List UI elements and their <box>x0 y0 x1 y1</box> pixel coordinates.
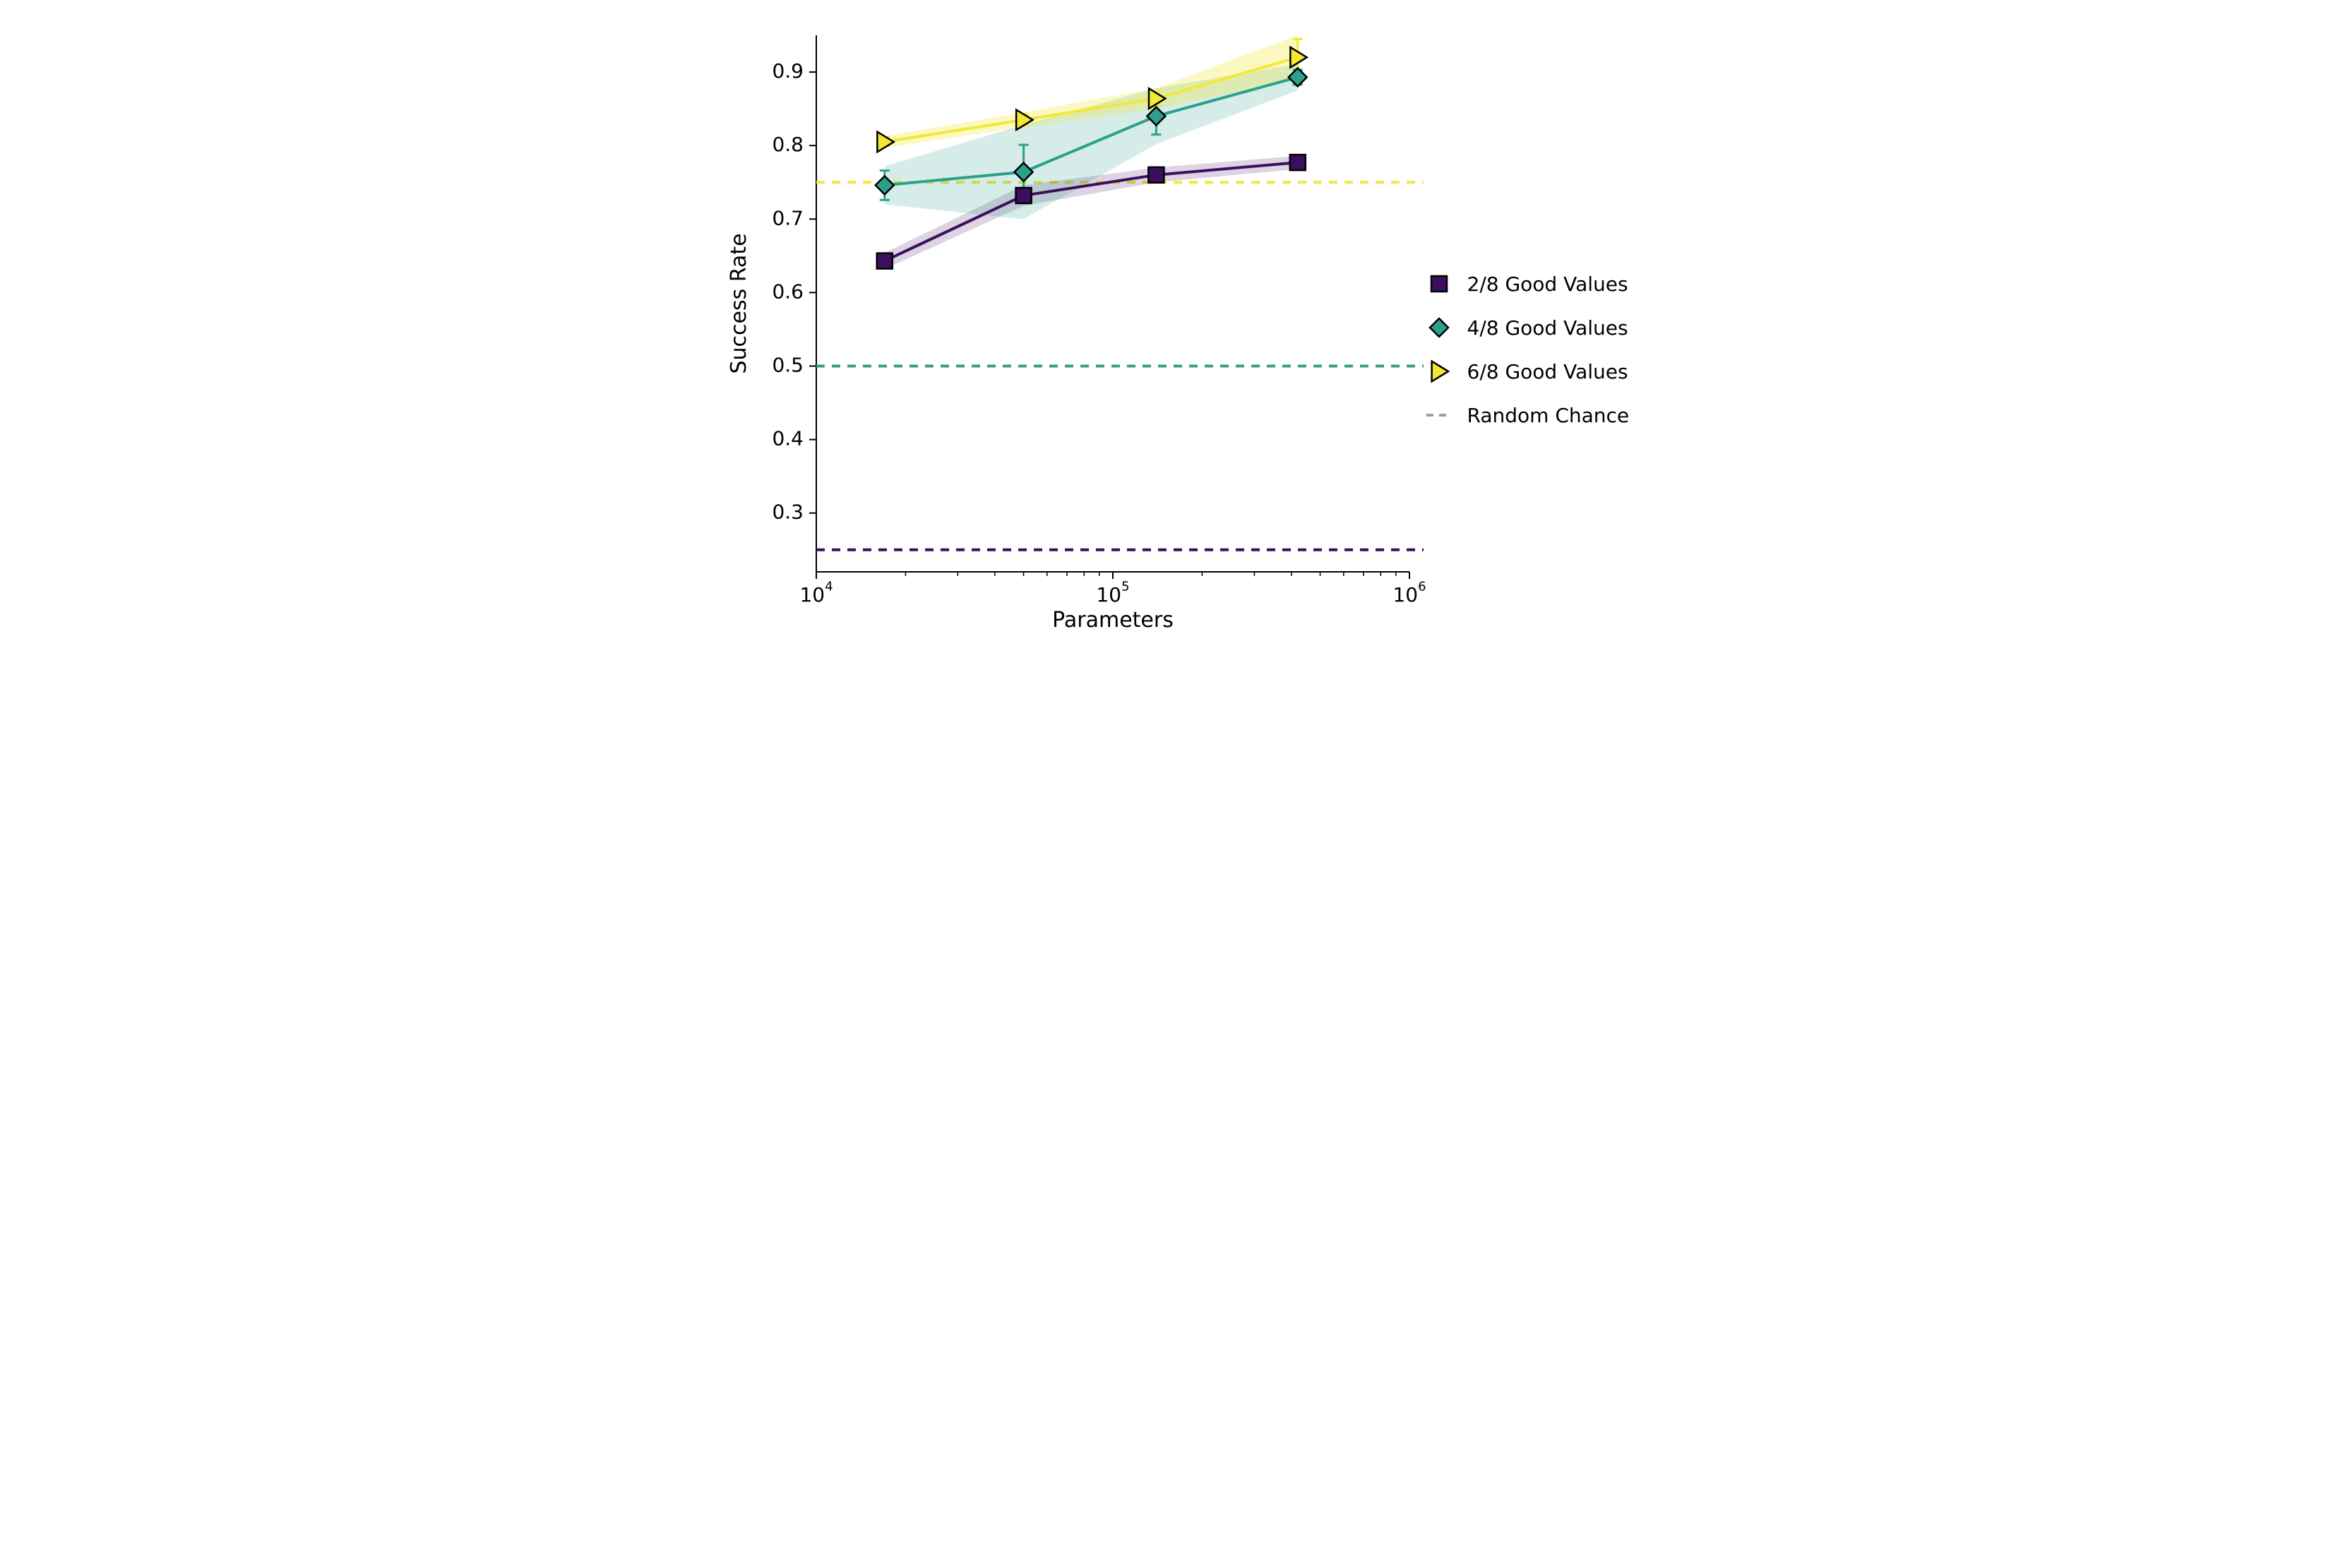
legend-label: 2/8 Good Values <box>1467 273 1628 296</box>
data-marker <box>877 132 893 152</box>
y-axis-label: Success Rate <box>727 233 751 373</box>
data-marker <box>876 253 892 269</box>
x-tick-label: 104 <box>799 580 833 606</box>
legend-label: 4/8 Good Values <box>1467 316 1628 340</box>
y-tick-label: 0.3 <box>772 501 804 524</box>
marker-icon <box>1424 312 1455 343</box>
legend-label: Random Chance <box>1467 404 1630 427</box>
legend-label: 6/8 Good Values <box>1467 360 1628 383</box>
x-axis-label: Parameters <box>1052 608 1174 633</box>
data-marker <box>1289 155 1305 170</box>
legend-item: 6/8 Good Values <box>1424 356 1630 387</box>
data-marker <box>1148 167 1164 183</box>
x-tick-label: 106 <box>1392 580 1426 606</box>
data-marker <box>1431 361 1448 382</box>
data-marker <box>1015 188 1031 203</box>
y-tick-label: 0.4 <box>772 427 804 450</box>
data-marker <box>1430 318 1448 337</box>
legend-item: 2/8 Good Values <box>1424 268 1630 299</box>
marker-icon <box>1424 268 1455 299</box>
legend-item: Random Chance <box>1424 400 1630 431</box>
legend: 2/8 Good Values 4/8 Good Values 6/8 Good V… <box>1424 268 1630 443</box>
y-tick-label: 0.5 <box>772 353 804 376</box>
y-tick-label: 0.8 <box>772 133 804 156</box>
dash-icon <box>1424 400 1455 431</box>
data-marker <box>1431 276 1447 292</box>
marker-icon <box>1424 356 1455 387</box>
y-tick-label: 0.7 <box>772 206 804 229</box>
y-tick-label: 0.9 <box>772 59 804 83</box>
y-tick-label: 0.6 <box>772 280 804 303</box>
legend-item: 4/8 Good Values <box>1424 312 1630 343</box>
success-rate-chart: 0.3 0.4 0.5 0.6 0.7 0.8 0.9 Success Rate 104 105 1… <box>703 14 1635 641</box>
x-tick-label: 105 <box>1096 580 1129 606</box>
